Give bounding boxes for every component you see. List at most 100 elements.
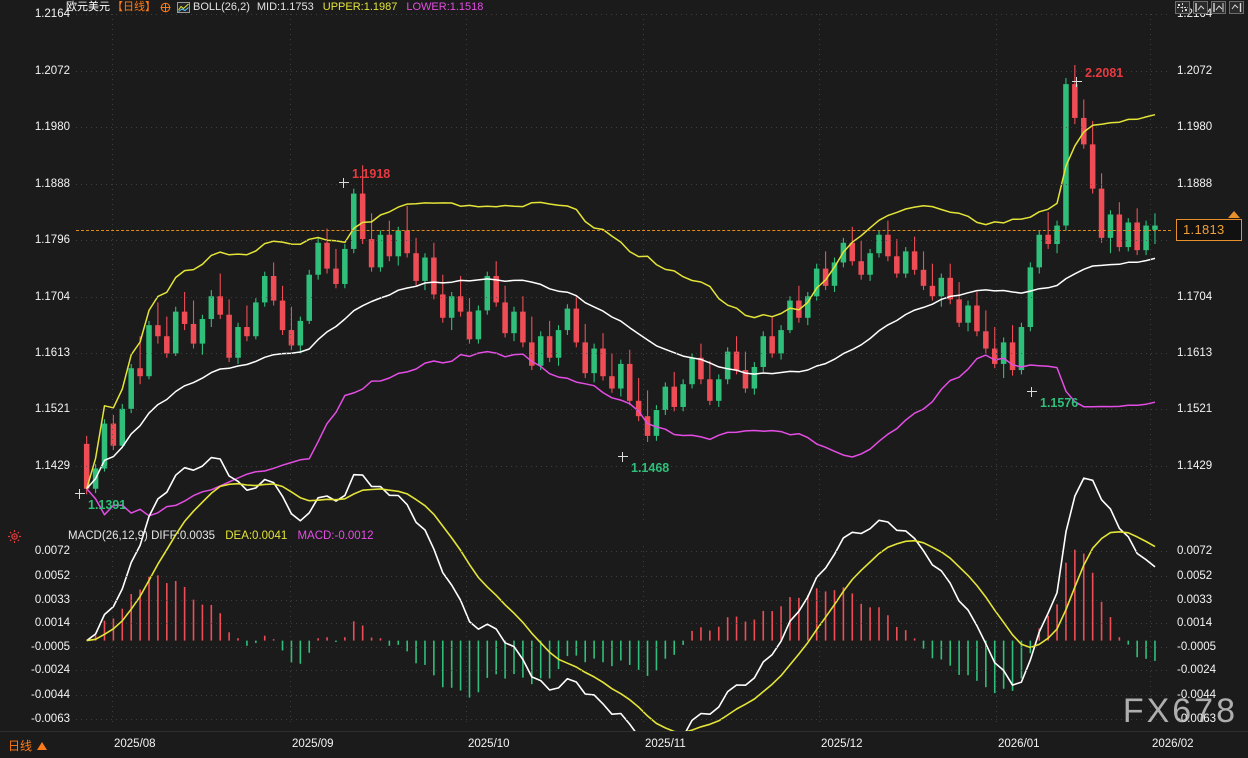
candle-body (938, 277, 945, 297)
align-left-tool-icon[interactable] (1193, 1, 1208, 14)
gridline-vertical (466, 14, 467, 522)
candle-body (235, 327, 241, 358)
candle-body (431, 257, 437, 295)
candle-body (502, 302, 508, 334)
candle-body (226, 314, 232, 358)
macd-tick-right: 0.0014 (1177, 617, 1213, 630)
gridline-vertical (1150, 546, 1151, 722)
candle-body (324, 242, 330, 269)
price-tick-left: 1.1521 (34, 403, 70, 416)
crosshair-tool-icon[interactable] (1175, 1, 1190, 14)
candle-body (564, 308, 571, 331)
candle-body (911, 251, 918, 270)
price-tick-right: 1.1429 (1177, 460, 1213, 472)
x-axis-label: 2025/08 (114, 738, 156, 750)
annotation-crosshair-icon (1072, 77, 1082, 87)
triangle-up-icon (37, 741, 48, 750)
candle-body (769, 336, 775, 354)
gridline-vertical (112, 546, 113, 722)
low-price-annotation: 1.1576 (1040, 396, 1079, 410)
candle-body (822, 268, 829, 286)
macd-title: MACD(26,12,9) DIFF:0.0035 (68, 530, 216, 542)
macd-tick-right: -0.0005 (1177, 640, 1217, 653)
candle-body (413, 253, 419, 281)
candle-body (715, 379, 722, 401)
candle-body (1089, 144, 1096, 189)
candle-body (849, 242, 856, 262)
candle-body (1098, 188, 1105, 238)
candle-body (947, 277, 953, 300)
crosshair-circle-icon[interactable] (160, 2, 171, 13)
gridline (76, 670, 1171, 672)
chart-toolbar[interactable] (1175, 1, 1244, 14)
candle-body (555, 330, 562, 358)
candle-body (573, 308, 580, 343)
macd-chart-panel[interactable] (76, 456, 1171, 755)
candle-body (1107, 214, 1114, 238)
last-price-arrow-icon (1228, 210, 1240, 218)
candle-body (974, 305, 980, 332)
macd-tick-left: -0.0044 (30, 689, 70, 702)
candle-body (1009, 342, 1016, 371)
candle-body (760, 336, 767, 367)
indicator-chart-icon[interactable] (177, 1, 190, 13)
gridline (76, 466, 1171, 467)
candle-body (698, 357, 704, 380)
gridline-vertical (643, 546, 644, 722)
boll-label: BOLL(26,2) (193, 1, 250, 13)
candle-body (208, 296, 215, 320)
price-tick-right: 1.2072 (1177, 64, 1213, 77)
candle-body (395, 230, 402, 257)
macd-layer (86, 456, 1156, 755)
candle-body (680, 384, 686, 407)
gridline-vertical (1150, 14, 1151, 522)
period-tag[interactable]: 日线 (8, 737, 48, 754)
candle-body (751, 366, 758, 389)
candle-body (181, 311, 188, 324)
align-right-tool-icon[interactable] (1229, 1, 1244, 14)
macd-tick-left: 0.0014 (34, 617, 70, 630)
candle-body (270, 275, 277, 301)
candle-body (440, 294, 446, 318)
high-price-annotation: 2.2081 (1085, 66, 1124, 80)
price-tick-left: 1.1888 (34, 177, 70, 190)
candle-body (920, 269, 927, 286)
gridline-vertical (996, 546, 997, 722)
gridline-vertical (996, 14, 997, 522)
price-axis-left: 1.2164 1.2072 1.1980 1.1888 1.1796 1.1704 1.16… (0, 0, 76, 757)
gridline (76, 352, 1171, 354)
x-axis-label: 2025/09 (292, 738, 334, 750)
gridline (76, 719, 1171, 720)
candle-body (707, 379, 713, 401)
align-center-tool-icon[interactable] (1211, 1, 1226, 14)
candle-body (457, 296, 464, 312)
candle-body (644, 416, 651, 436)
price-axis-right[interactable]: 1.2164 1.2072 1.1980 1.1888 1.1704 1.1613 1.15… (1171, 0, 1248, 757)
candle-body (422, 257, 428, 281)
candle-body (618, 363, 624, 389)
candle-body (520, 311, 526, 343)
candle-body (110, 423, 117, 446)
candle-body (253, 302, 259, 337)
macd-tick-right: 0.0072 (1177, 545, 1213, 557)
price-chart-panel[interactable] (76, 14, 1171, 522)
candle-body (137, 368, 143, 377)
gridline (76, 695, 1171, 697)
candle-body (529, 342, 535, 366)
last-price-line (76, 229, 1171, 231)
settings-sun-icon[interactable] (8, 530, 21, 543)
candle-body (858, 261, 864, 275)
candle-body (582, 342, 588, 374)
gridline-vertical (819, 14, 820, 522)
price-tick-left: 1.1429 (34, 460, 70, 472)
candle-body (591, 348, 597, 374)
macd-tick-left: 0.0033 (34, 593, 70, 606)
candle-body (128, 368, 134, 409)
low-price-annotation: 1.1468 (631, 461, 670, 475)
macd-tick-right: -0.0024 (1177, 664, 1217, 677)
last-price-tag[interactable]: 1.1813 (1176, 218, 1242, 241)
candle-body (475, 310, 482, 340)
candle-body (965, 305, 971, 323)
candle-body (404, 230, 410, 254)
candle-body (537, 336, 544, 366)
